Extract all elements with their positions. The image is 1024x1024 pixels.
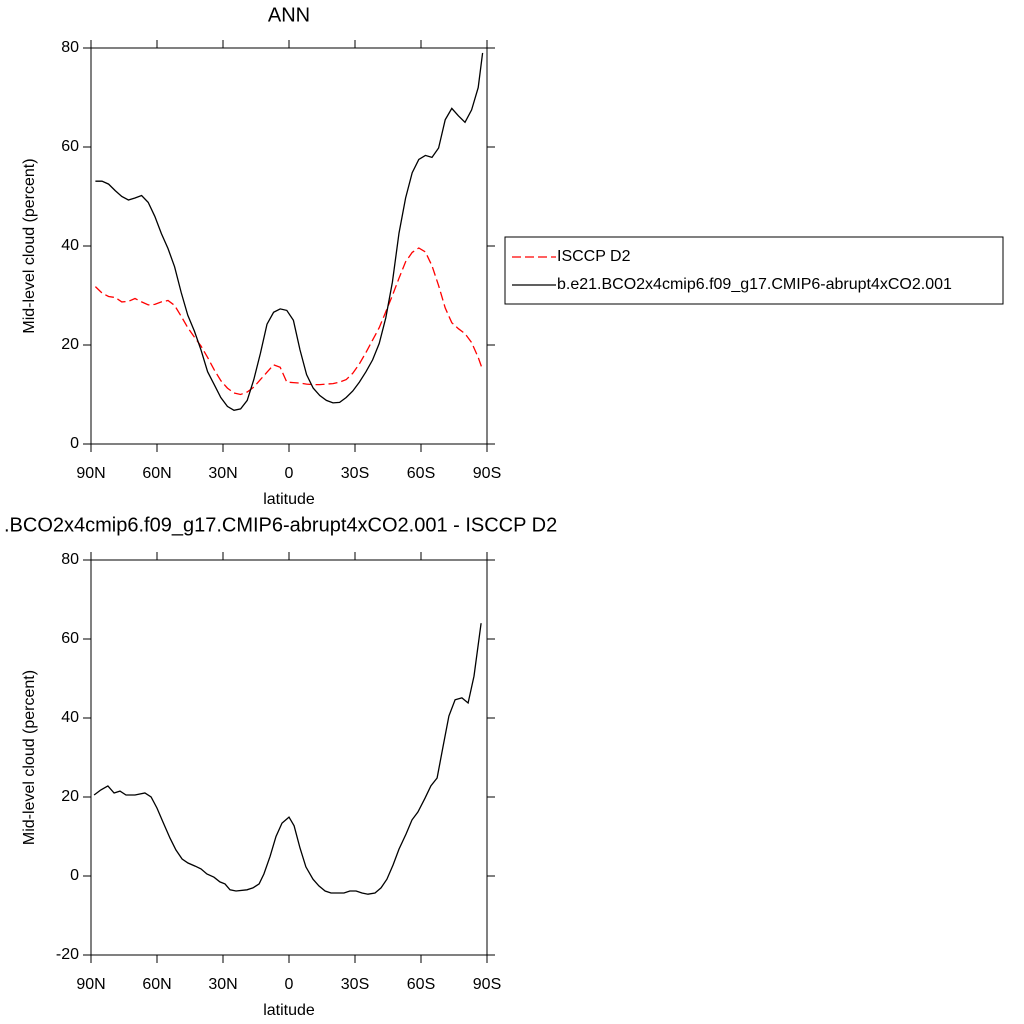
y-tick-label: 60 <box>61 630 79 647</box>
y-tick-label: -20 <box>56 946 79 963</box>
y-tick-label: 40 <box>61 709 79 726</box>
x-tick-label: 60S <box>407 465 435 482</box>
x-tick-label: 30S <box>341 976 369 993</box>
x-tick-label: 60N <box>142 465 171 482</box>
y-axis-label: Mid-level cloud (percent) <box>21 158 38 333</box>
y-tick-label: 40 <box>61 237 79 254</box>
x-tick-label: 0 <box>285 465 294 482</box>
legend-box <box>504 236 1004 305</box>
x-tick-label: 60N <box>142 976 171 993</box>
y-tick-label: 20 <box>61 336 79 353</box>
x-tick-label: 60S <box>407 976 435 993</box>
x-axis-label: latitude <box>263 491 315 508</box>
x-tick-label: 90S <box>473 465 501 482</box>
x-axis-label: latitude <box>263 1002 315 1019</box>
x-tick-label: 30N <box>208 976 237 993</box>
plot-frame <box>90 47 488 445</box>
data-line <box>95 52 484 411</box>
y-tick-label: 60 <box>61 138 79 155</box>
data-line <box>94 247 484 396</box>
y-tick-label: 0 <box>70 435 79 452</box>
x-tick-label: 30S <box>341 465 369 482</box>
x-tick-label: 30N <box>208 465 237 482</box>
legend-label: ISCCP D2 <box>557 248 631 265</box>
legend-label: b.e21.BCO2x4cmip6.f09_g17.CMIP6-abrupt4x… <box>557 276 952 293</box>
y-axis-label: Mid-level cloud (percent) <box>21 670 38 845</box>
chart-title: ANN <box>268 4 310 26</box>
x-tick-label: 90N <box>76 976 105 993</box>
x-tick-label: 0 <box>285 976 294 993</box>
x-tick-label: 90N <box>76 465 105 482</box>
y-tick-label: 0 <box>70 867 79 884</box>
y-tick-label: 80 <box>61 39 79 56</box>
y-tick-label: 20 <box>61 788 79 805</box>
y-tick-label: 80 <box>61 551 79 568</box>
data-line <box>93 623 482 895</box>
plot-frame <box>90 559 488 956</box>
chart-title: .BCO2x4cmip6.f09_g17.CMIP6-abrupt4xCO2.0… <box>4 514 557 536</box>
x-tick-label: 90S <box>473 976 501 993</box>
